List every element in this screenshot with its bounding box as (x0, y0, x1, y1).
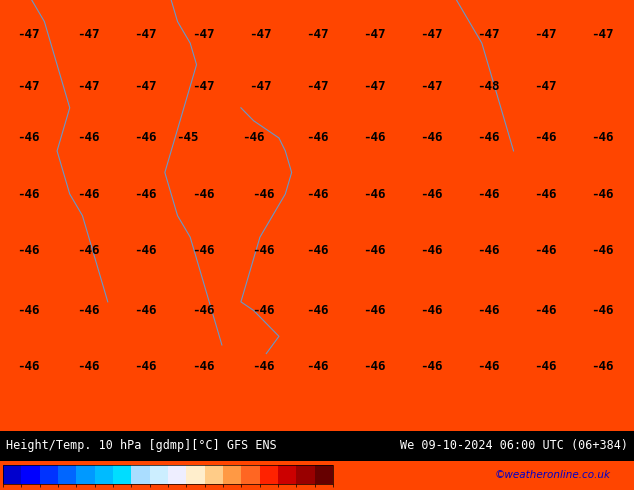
Text: -46: -46 (191, 188, 214, 200)
Text: -46: -46 (420, 360, 443, 373)
Text: -46: -46 (17, 304, 40, 317)
Text: -46: -46 (534, 131, 557, 145)
Text: -47: -47 (363, 80, 385, 93)
Text: -47: -47 (420, 28, 443, 41)
Text: -46: -46 (77, 244, 100, 257)
Text: -46: -46 (306, 188, 328, 200)
Text: -46: -46 (420, 131, 443, 145)
Text: -46: -46 (191, 244, 214, 257)
Text: -46: -46 (77, 360, 100, 373)
Text: -46: -46 (591, 244, 614, 257)
Text: -46: -46 (534, 360, 557, 373)
Text: -46: -46 (363, 131, 385, 145)
Text: -47: -47 (591, 28, 614, 41)
Text: -46: -46 (534, 244, 557, 257)
Text: -46: -46 (17, 131, 40, 145)
Text: -46: -46 (420, 244, 443, 257)
Text: -47: -47 (363, 28, 385, 41)
Text: -46: -46 (17, 360, 40, 373)
Text: Height/Temp. 10 hPa [gdmp][°C] GFS ENS: Height/Temp. 10 hPa [gdmp][°C] GFS ENS (6, 440, 277, 452)
Text: -47: -47 (191, 80, 214, 93)
Text: -46: -46 (17, 244, 40, 257)
Text: -46: -46 (77, 188, 100, 200)
Text: -46: -46 (252, 304, 275, 317)
Text: -47: -47 (306, 28, 328, 41)
Text: -47: -47 (134, 80, 157, 93)
Text: -47: -47 (306, 80, 328, 93)
Text: -46: -46 (477, 244, 500, 257)
Text: -47: -47 (534, 28, 557, 41)
Text: -46: -46 (591, 304, 614, 317)
Text: -46: -46 (420, 188, 443, 200)
Text: -46: -46 (252, 244, 275, 257)
Text: -46: -46 (591, 188, 614, 200)
Text: -47: -47 (534, 80, 557, 93)
Text: -47: -47 (191, 28, 214, 41)
Text: -46: -46 (252, 360, 275, 373)
Text: -47: -47 (17, 80, 40, 93)
Text: -46: -46 (191, 304, 214, 317)
Text: -45: -45 (176, 131, 198, 145)
Text: -47: -47 (249, 28, 271, 41)
Text: -46: -46 (420, 304, 443, 317)
Text: -46: -46 (306, 304, 328, 317)
Text: -47: -47 (477, 28, 500, 41)
Text: -46: -46 (363, 244, 385, 257)
Text: -46: -46 (306, 360, 328, 373)
Text: -46: -46 (363, 304, 385, 317)
Text: -46: -46 (534, 304, 557, 317)
Text: -46: -46 (134, 188, 157, 200)
Text: -46: -46 (77, 131, 100, 145)
Text: -46: -46 (306, 131, 328, 145)
Text: -47: -47 (77, 28, 100, 41)
Text: -46: -46 (134, 360, 157, 373)
Text: We 09-10-2024 06:00 UTC (06+384): We 09-10-2024 06:00 UTC (06+384) (399, 440, 628, 452)
Text: -46: -46 (477, 188, 500, 200)
Text: -46: -46 (191, 360, 214, 373)
Text: -47: -47 (17, 28, 40, 41)
Text: -46: -46 (77, 304, 100, 317)
Text: -46: -46 (252, 188, 275, 200)
Text: -47: -47 (249, 80, 271, 93)
Text: -47: -47 (77, 80, 100, 93)
Text: -46: -46 (363, 360, 385, 373)
Text: -46: -46 (363, 188, 385, 200)
Text: -46: -46 (134, 304, 157, 317)
Text: -46: -46 (242, 131, 265, 145)
Text: -46: -46 (591, 360, 614, 373)
Text: -46: -46 (477, 131, 500, 145)
Text: -46: -46 (477, 360, 500, 373)
Text: -46: -46 (134, 244, 157, 257)
Text: -46: -46 (17, 188, 40, 200)
Text: -47: -47 (420, 80, 443, 93)
Text: -46: -46 (477, 304, 500, 317)
Text: -46: -46 (591, 131, 614, 145)
Text: -46: -46 (306, 244, 328, 257)
FancyBboxPatch shape (0, 431, 634, 461)
Text: -47: -47 (134, 28, 157, 41)
Text: ©weatheronline.co.uk: ©weatheronline.co.uk (495, 470, 611, 480)
Text: -46: -46 (134, 131, 157, 145)
Text: -46: -46 (534, 188, 557, 200)
Text: -48: -48 (477, 80, 500, 93)
